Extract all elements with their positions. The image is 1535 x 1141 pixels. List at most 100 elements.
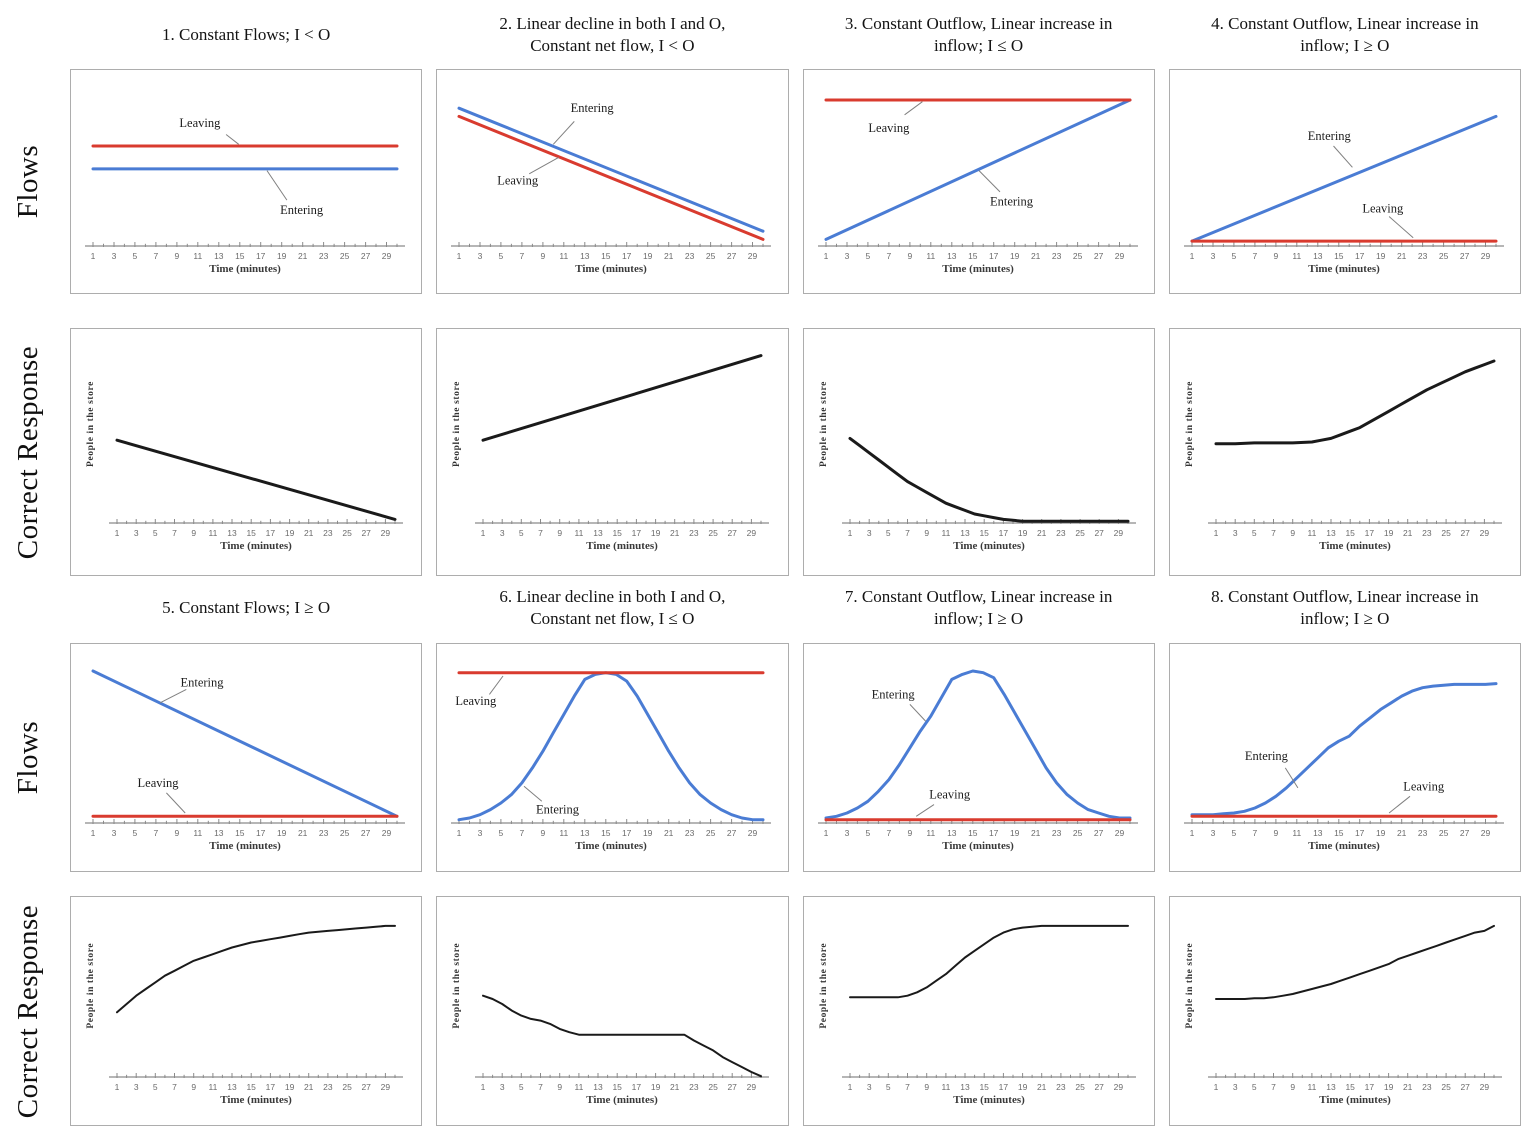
svg-text:29: 29 <box>1114 251 1124 261</box>
svg-text:11: 11 <box>575 1082 584 1092</box>
svg-text:5: 5 <box>499 251 504 261</box>
entering-line <box>457 671 765 822</box>
svg-text:13: 13 <box>594 1082 604 1092</box>
label-leader-line <box>523 785 543 802</box>
svg-text:25: 25 <box>340 251 350 261</box>
svg-text:11: 11 <box>193 828 202 838</box>
svg-text:People in the store: People in the store <box>86 943 96 1029</box>
svg-text:17: 17 <box>622 828 632 838</box>
label-leader-line <box>225 134 240 145</box>
panel-2-flows-chart: 1 3 5 7 9 11 13 15 17 19 21 23 25 27 29 Time (minutes) E… <box>436 69 789 294</box>
svg-text:3: 3 <box>1210 828 1215 838</box>
column-title-3: 3. Constant Outflow, Linear increase in … <box>803 4 1155 66</box>
svg-text:9: 9 <box>191 1082 196 1092</box>
svg-text:13: 13 <box>1326 528 1336 538</box>
svg-text:People in the store: People in the store <box>819 943 829 1029</box>
label-leader-line <box>1284 767 1299 789</box>
svg-text:19: 19 <box>1376 828 1386 838</box>
svg-text:23: 23 <box>1422 1082 1432 1092</box>
svg-text:3: 3 <box>1233 528 1238 538</box>
panel-2-response-chart: 1 3 5 7 9 11 13 15 17 19 21 23 25 27 29 Time (minutes) P… <box>436 328 789 576</box>
label-leader-line <box>266 170 288 201</box>
svg-text:25: 25 <box>1439 828 1449 838</box>
svg-text:3: 3 <box>866 1082 871 1092</box>
svg-text:29: 29 <box>747 528 757 538</box>
svg-text:5: 5 <box>885 1082 890 1092</box>
stock-line <box>1214 359 1496 446</box>
svg-text:13: 13 <box>594 528 604 538</box>
svg-text:9: 9 <box>907 251 912 261</box>
svg-text:25: 25 <box>709 528 719 538</box>
svg-text:23: 23 <box>323 1082 333 1092</box>
panel-7-flows-chart: 1 3 5 7 9 11 13 15 17 19 21 23 25 27 29 Time (minutes) E… <box>802 643 1155 872</box>
svg-text:21: 21 <box>1030 251 1040 261</box>
svg-text:21: 21 <box>670 1082 680 1092</box>
svg-text:People in the store: People in the store <box>1185 943 1195 1029</box>
svg-text:7: 7 <box>520 828 525 838</box>
svg-text:3: 3 <box>112 828 117 838</box>
svg-text:13: 13 <box>960 528 970 538</box>
stock-line <box>848 436 1129 523</box>
svg-text:25: 25 <box>706 251 716 261</box>
svg-text:Time (minutes): Time (minutes) <box>1319 540 1391 552</box>
column-title-2: 2. Linear decline in both I and O, Const… <box>436 4 788 66</box>
label-leader-line <box>529 156 560 175</box>
svg-text:19: 19 <box>1376 251 1386 261</box>
svg-text:11: 11 <box>926 251 935 261</box>
series-label: Leaving <box>1403 779 1445 793</box>
svg-text:21: 21 <box>1036 1082 1046 1092</box>
title-line: 4. Constant Outflow, Linear increase in <box>1211 13 1479 33</box>
label-leader-line <box>903 101 923 116</box>
svg-text:7: 7 <box>1252 828 1257 838</box>
svg-text:19: 19 <box>277 251 287 261</box>
series-label: Entering <box>1245 749 1289 763</box>
svg-text:9: 9 <box>558 528 563 538</box>
svg-text:1: 1 <box>1189 828 1194 838</box>
svg-text:15: 15 <box>246 1082 256 1092</box>
svg-text:15: 15 <box>979 528 989 538</box>
svg-text:29: 29 <box>1479 1082 1489 1092</box>
svg-text:7: 7 <box>172 1082 177 1092</box>
entering-line <box>1190 682 1498 817</box>
svg-text:1: 1 <box>1213 528 1218 538</box>
svg-text:21: 21 <box>664 251 674 261</box>
title-line: inflow; I ≥ O <box>1300 36 1390 55</box>
svg-text:11: 11 <box>1292 251 1301 261</box>
label-leader-line <box>1332 145 1353 168</box>
svg-text:29: 29 <box>748 251 758 261</box>
svg-text:21: 21 <box>670 528 680 538</box>
svg-text:27: 27 <box>1094 528 1104 538</box>
svg-text:5: 5 <box>499 828 504 838</box>
svg-text:15: 15 <box>613 1082 623 1092</box>
svg-text:17: 17 <box>256 251 266 261</box>
svg-text:29: 29 <box>1479 528 1489 538</box>
svg-text:27: 27 <box>1460 528 1470 538</box>
svg-text:15: 15 <box>601 251 611 261</box>
svg-text:17: 17 <box>988 828 998 838</box>
svg-text:11: 11 <box>941 1082 950 1092</box>
svg-text:21: 21 <box>1036 528 1046 538</box>
svg-text:21: 21 <box>304 1082 314 1092</box>
title-line: 3. Constant Outflow, Linear increase in <box>844 13 1113 33</box>
svg-text:5: 5 <box>885 528 890 538</box>
svg-text:29: 29 <box>1114 828 1124 838</box>
label-leader-line <box>915 804 934 817</box>
svg-text:Time (minutes): Time (minutes) <box>209 840 281 852</box>
svg-text:5: 5 <box>865 828 870 838</box>
svg-text:Time (minutes): Time (minutes) <box>953 540 1025 552</box>
svg-text:1: 1 <box>115 1082 120 1092</box>
svg-text:15: 15 <box>601 828 611 838</box>
panel-1-flows-chart: 1 3 5 7 9 11 13 15 17 19 21 23 25 27 29 Time (minutes) L… <box>70 69 423 294</box>
row-gap-2 <box>2 874 1521 896</box>
svg-text:5: 5 <box>133 828 138 838</box>
svg-text:13: 13 <box>580 828 590 838</box>
svg-text:Time (minutes): Time (minutes) <box>220 1094 292 1106</box>
svg-text:3: 3 <box>1210 251 1215 261</box>
row-gap-1 <box>2 296 1521 328</box>
svg-text:27: 27 <box>1093 251 1103 261</box>
stock-line <box>482 994 763 1078</box>
